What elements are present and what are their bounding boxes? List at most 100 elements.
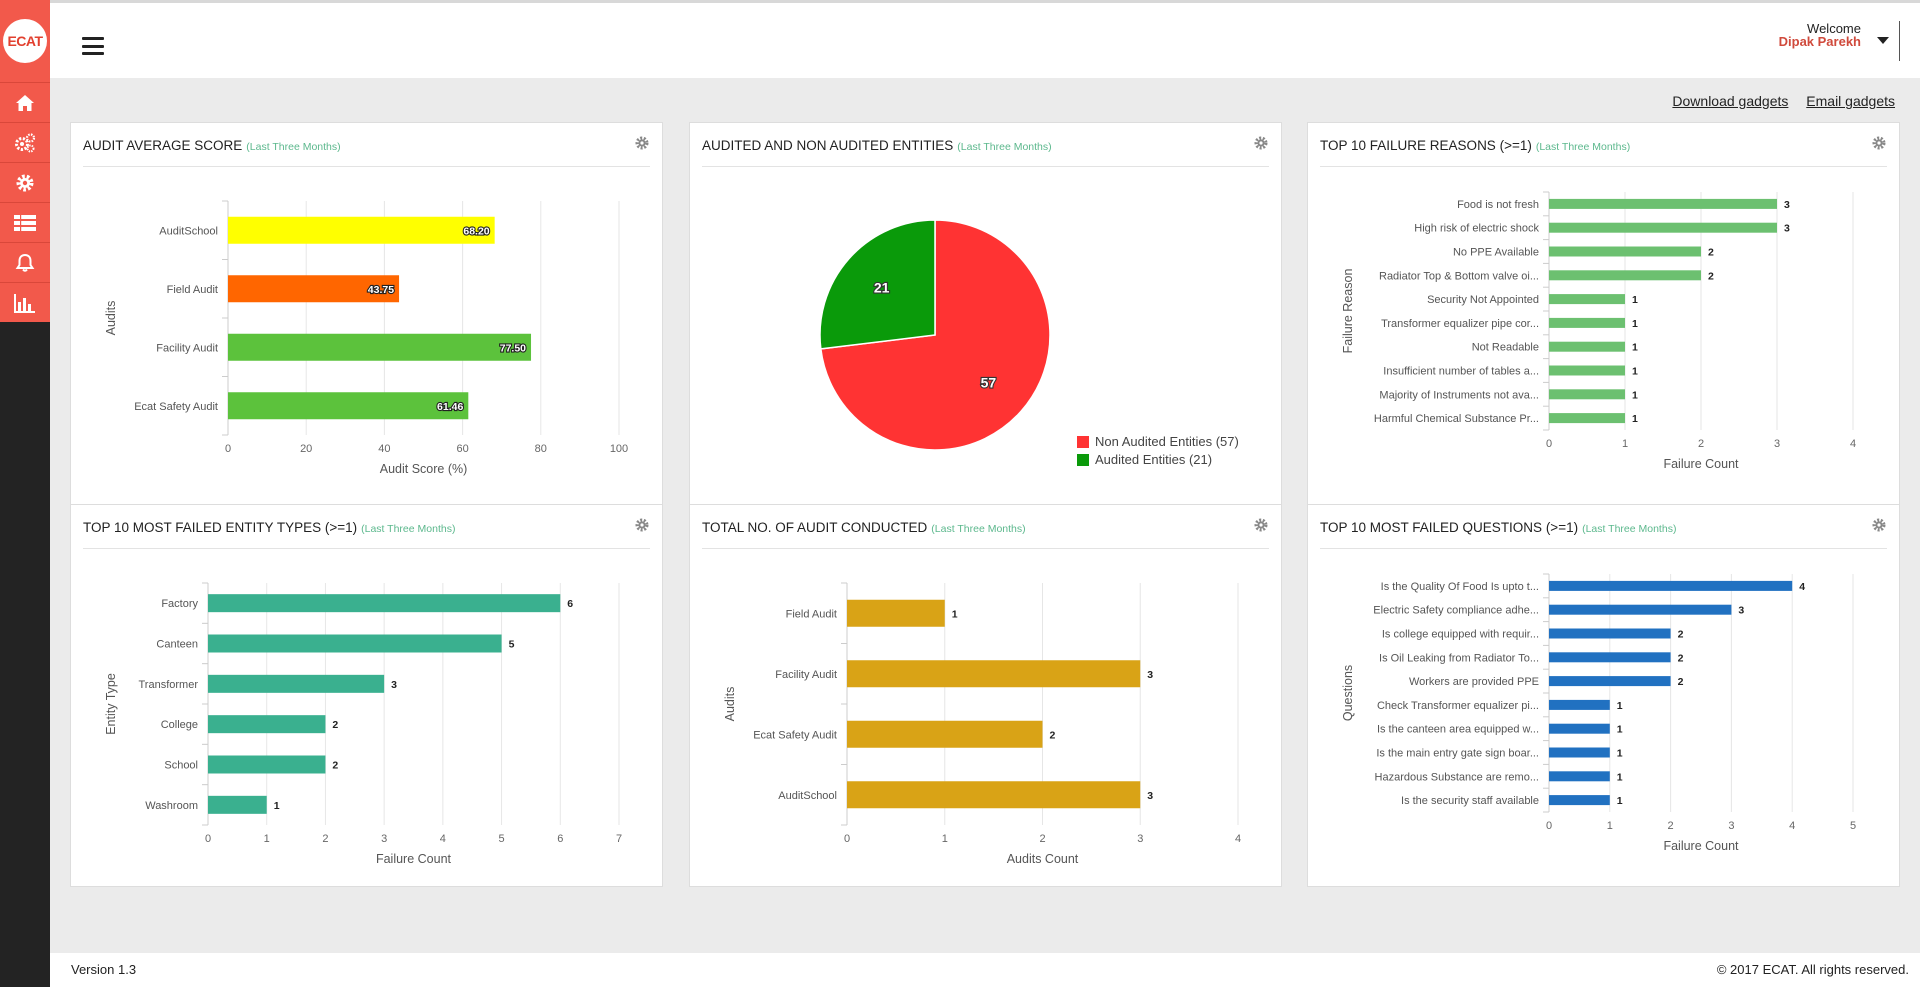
download-gadgets-link[interactable]: Download gadgets <box>1672 93 1789 109</box>
x-tick-label: 0 <box>844 833 850 845</box>
chevron-down-icon[interactable] <box>1877 37 1889 44</box>
logo[interactable]: ECAT <box>0 0 50 82</box>
user-menu[interactable]: Welcome Dipak Parekh <box>1779 21 1900 61</box>
gear-icon[interactable] <box>1871 135 1887 151</box>
email-gadgets-link[interactable]: Email gadgets <box>1806 93 1895 109</box>
bar <box>847 599 945 627</box>
x-axis-title: Failure Count <box>1663 839 1739 853</box>
gear-icon[interactable] <box>1871 517 1887 533</box>
x-tick-label: 4 <box>1235 833 1241 845</box>
bar <box>1549 771 1610 782</box>
value-label: 1 <box>1632 318 1638 330</box>
sidebar-item-reports[interactable] <box>0 282 50 322</box>
panel-title: TOP 10 MOST FAILED QUESTIONS (>=1) (Last … <box>1320 520 1677 535</box>
bar <box>208 634 502 653</box>
category-label: Field Audit <box>786 608 837 620</box>
x-tick-label: 5 <box>1850 820 1856 832</box>
sidebar-item-settings[interactable] <box>0 162 50 202</box>
category-label: Is college equipped with requir... <box>1382 629 1539 641</box>
sidebar-item-settings-group[interactable] <box>0 122 50 162</box>
bar <box>228 392 469 420</box>
x-tick-label: 3 <box>1728 820 1734 832</box>
panel-header: TOP 10 MOST FAILED QUESTIONS (>=1) (Last … <box>1320 505 1887 549</box>
bar <box>1549 413 1625 424</box>
gadget-actions: Download gadgets Email gadgets <box>1658 93 1895 109</box>
x-axis-title: Failure Count <box>376 852 452 866</box>
category-label: Workers are provided PPE <box>1409 676 1539 688</box>
bar <box>228 333 532 361</box>
category-label: Facility Audit <box>156 342 218 354</box>
panel-title: TOP 10 MOST FAILED ENTITY TYPES (>=1) (La… <box>83 520 456 535</box>
value-label: 3 <box>1147 790 1153 802</box>
sidebar-item-list[interactable] <box>0 202 50 242</box>
menu-toggle-icon[interactable] <box>82 37 104 55</box>
value-label: 1 <box>1617 795 1623 807</box>
value-label: 2 <box>1678 676 1684 688</box>
x-tick-label: 0 <box>225 443 231 455</box>
bar <box>1549 795 1610 806</box>
category-label: No PPE Available <box>1453 247 1539 259</box>
value-label: 6 <box>567 598 573 610</box>
gear-icon[interactable] <box>634 135 650 151</box>
value-label: 2 <box>1050 729 1056 741</box>
bar <box>1549 198 1777 209</box>
x-axis-title: Audits Count <box>1007 852 1079 866</box>
x-axis-title: Failure Count <box>1663 457 1739 471</box>
category-label: Is the main entry gate sign boar... <box>1376 748 1539 760</box>
panel-title: TOTAL NO. OF AUDIT CONDUCTED (Last Three … <box>702 520 1026 535</box>
category-label: Harmful Chemical Substance Pr... <box>1374 413 1539 425</box>
category-label: Is the Quality Of Food Is upto t... <box>1381 581 1539 593</box>
sidebar-item-home[interactable] <box>0 82 50 122</box>
value-label: 2 <box>332 719 338 731</box>
panel-audit-average-score: AUDIT AVERAGE SCORE (Last Three Months) 0… <box>70 122 663 505</box>
category-label: Facility Audit <box>775 669 837 681</box>
category-label: Insufficient number of tables a... <box>1383 366 1539 378</box>
chart-failed-questions: 0 1 2 3 4 5 Is the Quality Of Food Is upto t..… <box>1341 573 1856 853</box>
x-tick-label: 0 <box>205 833 211 845</box>
x-tick-label: 1 <box>1607 820 1613 832</box>
x-tick-label: 3 <box>1137 833 1143 845</box>
bar <box>1549 676 1671 687</box>
bar <box>1549 604 1732 615</box>
gear-icon[interactable] <box>634 517 650 533</box>
x-tick-label: 80 <box>535 443 547 455</box>
bar <box>208 795 267 814</box>
bar <box>1549 747 1610 758</box>
value-label: 1 <box>1632 342 1638 354</box>
bar <box>847 720 1043 748</box>
value-label: 43.75 <box>368 284 394 296</box>
category-label: Factory <box>161 598 198 610</box>
x-tick-label: 1 <box>264 833 270 845</box>
x-tick-label: 6 <box>557 833 563 845</box>
legend-swatch <box>1077 454 1089 466</box>
list-icon <box>14 214 36 231</box>
x-tick-label: 4 <box>1850 438 1856 450</box>
cogs-icon <box>15 132 36 152</box>
legend-label: Non Audited Entities (57) <box>1095 434 1239 449</box>
value-label: 3 <box>1147 669 1153 681</box>
bell-icon <box>15 253 35 272</box>
bar <box>1549 389 1625 400</box>
user-name: Dipak Parekh <box>1778 34 1861 49</box>
bar <box>1549 699 1610 710</box>
welcome-label: Welcome <box>1807 21 1861 36</box>
category-label: AuditSchool <box>159 225 218 237</box>
category-label: Is the canteen area equipped w... <box>1377 724 1539 736</box>
panel-audited-entities: AUDITED AND NON AUDITED ENTITIES (Last Th… <box>689 122 1282 505</box>
bar <box>847 781 1141 809</box>
slice-label: 21 <box>874 280 890 296</box>
chart-failure-reasons: 0 1 2 3 4 Food is not fresh 3 High risk of elec… <box>1341 191 1856 471</box>
gear-icon <box>16 174 34 191</box>
sidebar-item-notifications[interactable] <box>0 242 50 282</box>
category-label: Is Oil Leaking from Radiator To... <box>1379 652 1539 664</box>
panel-header: AUDITED AND NON AUDITED ENTITIES (Last Th… <box>702 123 1269 167</box>
panel-header: AUDIT AVERAGE SCORE (Last Three Months) <box>83 123 650 167</box>
panel-header: TOTAL NO. OF AUDIT CONDUCTED (Last Three … <box>702 505 1269 549</box>
value-label: 5 <box>509 639 515 651</box>
value-label: 68.20 <box>463 225 489 237</box>
x-tick-label: 3 <box>1774 438 1780 450</box>
panel-title: TOP 10 FAILURE REASONS (>=1) (Last Three … <box>1320 138 1631 153</box>
gear-icon[interactable] <box>1253 135 1269 151</box>
value-label: 77.50 <box>500 342 526 354</box>
gear-icon[interactable] <box>1253 517 1269 533</box>
